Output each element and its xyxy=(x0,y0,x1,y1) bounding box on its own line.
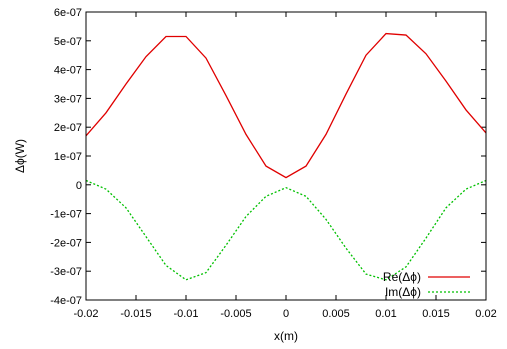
y-tick-label: 0 xyxy=(76,180,82,192)
x-tick-label: 0.005 xyxy=(322,308,350,320)
y-tick-label: -2e-07 xyxy=(50,237,82,249)
y-tick-label: -3e-07 xyxy=(50,266,82,278)
series-line-1 xyxy=(85,179,487,281)
legend-label-1: Im(Δϕ) xyxy=(385,285,421,299)
x-tick-label: 0.02 xyxy=(475,308,496,320)
ticks: -0.02 -0.015 -0.01 -0.005 0 0.005 0.01 0.015 0.0… xyxy=(50,7,497,320)
series-line-0 xyxy=(85,32,487,179)
plot-frame xyxy=(85,11,487,301)
y-tick-label: 2e-07 xyxy=(54,122,82,134)
x-axis-label: x(m) xyxy=(274,329,298,343)
y-tick-label: -1e-07 xyxy=(50,209,82,221)
x-tick-label: 0.015 xyxy=(422,308,450,320)
x-tick-label: -0.01 xyxy=(173,308,198,320)
x-tick-label: 0.01 xyxy=(375,308,396,320)
y-tick-label: 3e-07 xyxy=(54,93,82,105)
y-tick-label: -4e-07 xyxy=(50,295,82,307)
legend-label-0: Re(Δϕ) xyxy=(383,270,421,284)
x-tick-label: -0.015 xyxy=(120,308,151,320)
x-tick-label: -0.02 xyxy=(73,308,98,320)
x-tick-label: -0.005 xyxy=(220,308,251,320)
y-tick-label: 1e-07 xyxy=(54,151,82,163)
y-axis-label: Δϕ(W) xyxy=(13,139,27,173)
x-tick-label: 0 xyxy=(283,308,289,320)
legend: Re(Δϕ)Im(Δϕ) xyxy=(383,270,470,299)
series-group xyxy=(85,32,487,281)
y-tick-label: 4e-07 xyxy=(54,65,82,77)
y-tick-label: 6e-07 xyxy=(54,7,82,19)
y-tick-label: 5e-07 xyxy=(54,36,82,48)
